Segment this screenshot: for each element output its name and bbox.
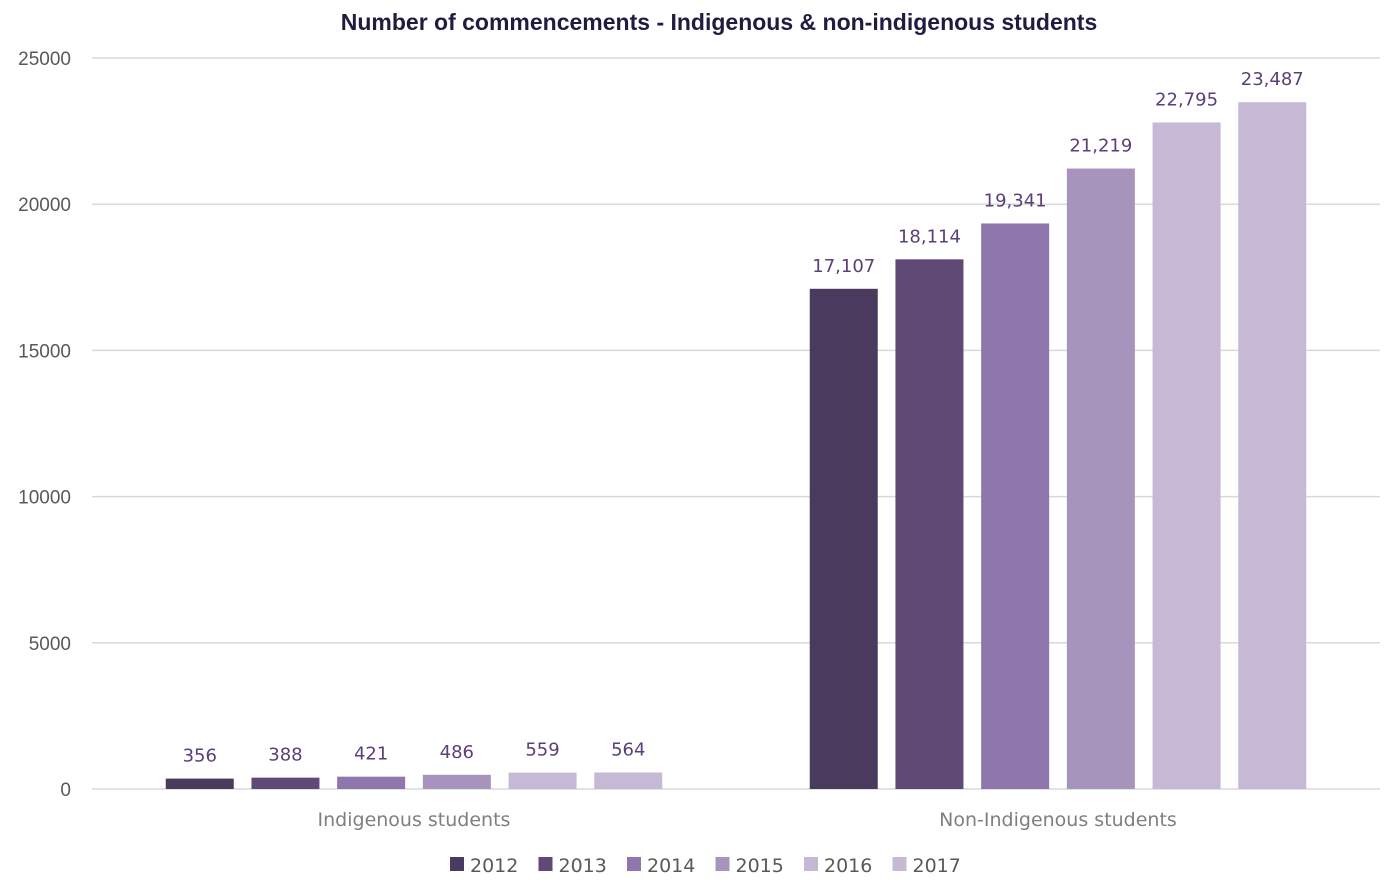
data-label: 22,795 bbox=[1155, 89, 1218, 110]
legend-label: 2013 bbox=[559, 855, 607, 877]
bar-2016-0 bbox=[508, 772, 577, 789]
legend-swatch bbox=[450, 857, 464, 871]
bars bbox=[165, 102, 1307, 790]
chart-title: Number of commencements - Indigenous & n… bbox=[341, 9, 1097, 35]
bar-2015-1 bbox=[1066, 168, 1135, 789]
y-tick-label: 20000 bbox=[18, 195, 71, 216]
bar-2014-0 bbox=[337, 776, 406, 789]
legend-swatch bbox=[715, 857, 730, 871]
legend-label: 2012 bbox=[470, 855, 518, 877]
legend-label: 2015 bbox=[736, 855, 784, 877]
bar-2014-1 bbox=[981, 223, 1050, 789]
data-label: 356 bbox=[183, 746, 217, 767]
x-category-label: Indigenous students bbox=[318, 809, 511, 831]
bar-2017-0 bbox=[594, 772, 663, 789]
data-label: 19,341 bbox=[984, 190, 1047, 211]
data-label: 564 bbox=[611, 740, 645, 761]
data-labels: 356 388 421 486 559 564 17,107 18,114 19,341 21,2… bbox=[183, 69, 1304, 766]
legend: 2012 2013 2014 2015 2016 2017 bbox=[450, 855, 961, 877]
bar-2013-0 bbox=[251, 777, 320, 789]
data-label: 388 bbox=[268, 745, 302, 766]
legend-swatch bbox=[892, 857, 907, 871]
data-label: 17,107 bbox=[812, 256, 875, 277]
data-label: 21,219 bbox=[1069, 136, 1132, 157]
y-axis-ticks: 0 5000 10000 15000 20000 25000 bbox=[18, 49, 71, 801]
data-label: 18,114 bbox=[898, 226, 961, 247]
y-tick-label: 0 bbox=[60, 780, 71, 801]
legend-label: 2016 bbox=[824, 855, 872, 877]
x-axis-categories: Indigenous students Non-Indigenous studen… bbox=[318, 809, 1177, 831]
data-label: 421 bbox=[354, 744, 388, 765]
bar-2017-1 bbox=[1238, 102, 1307, 790]
legend-swatch bbox=[627, 857, 641, 871]
bar-2016-1 bbox=[1152, 122, 1221, 790]
bar-2012-0 bbox=[165, 778, 234, 789]
bar-2012-1 bbox=[809, 288, 878, 789]
y-tick-label: 15000 bbox=[18, 341, 71, 362]
legend-label: 2014 bbox=[647, 855, 695, 877]
data-label: 486 bbox=[440, 742, 474, 763]
legend-swatch bbox=[538, 857, 553, 871]
y-tick-label: 10000 bbox=[18, 488, 71, 509]
legend-swatch bbox=[804, 857, 818, 871]
bar-2015-0 bbox=[422, 774, 491, 789]
x-category-label: Non-Indigenous students bbox=[939, 809, 1177, 831]
bar-2013-1 bbox=[895, 259, 964, 789]
data-label: 23,487 bbox=[1241, 69, 1304, 90]
data-label: 559 bbox=[525, 740, 559, 761]
legend-label: 2017 bbox=[913, 855, 961, 877]
y-tick-label: 5000 bbox=[29, 634, 71, 655]
y-tick-label: 25000 bbox=[18, 49, 71, 70]
